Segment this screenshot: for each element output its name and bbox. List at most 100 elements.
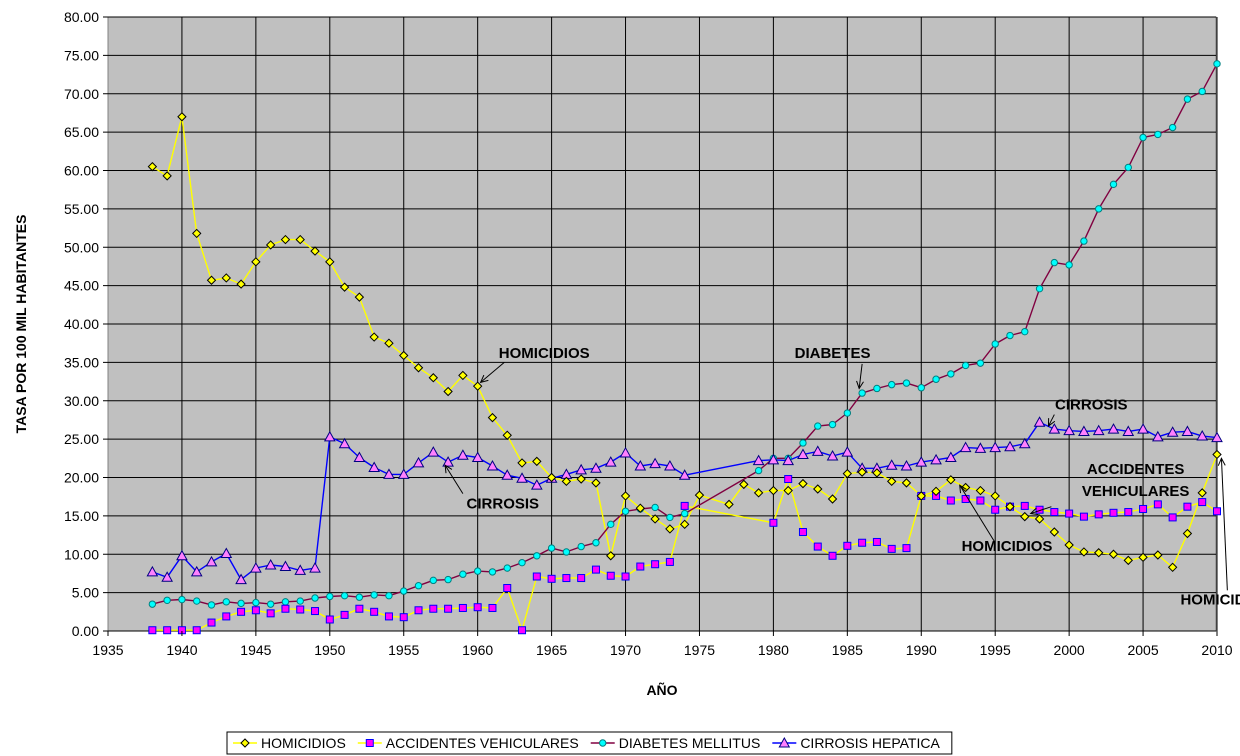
data-point-accidentes-vehiculares [1199, 499, 1206, 506]
data-point-diabetes-mellitus [1140, 134, 1146, 140]
y-tick-label: 55.00 [64, 201, 99, 217]
x-tick-label: 2005 [1127, 642, 1158, 658]
data-point-accidentes-vehiculares [1140, 505, 1147, 512]
data-point-accidentes-vehiculares [149, 627, 156, 634]
x-axis-title: AÑO [646, 681, 677, 698]
data-point-diabetes-mellitus [371, 592, 377, 598]
data-point-accidentes-vehiculares [829, 552, 836, 559]
data-point-diabetes-mellitus [548, 545, 554, 551]
data-point-diabetes-mellitus [1081, 238, 1087, 244]
data-point-diabetes-mellitus [1022, 328, 1028, 334]
data-point-diabetes-mellitus [297, 598, 303, 604]
data-point-diabetes-mellitus [578, 543, 584, 549]
data-point-diabetes-mellitus [253, 599, 259, 605]
data-point-diabetes-mellitus [341, 592, 347, 598]
data-point-accidentes-vehiculares [356, 605, 363, 612]
y-axis-title: TASA POR 100 MIL HABITANTES [13, 215, 29, 434]
x-tick-label: 2000 [1054, 642, 1085, 658]
data-point-accidentes-vehiculares [489, 604, 496, 611]
data-point-diabetes-mellitus [1051, 259, 1057, 265]
y-tick-label: 60.00 [64, 163, 99, 179]
x-tick-label: 1995 [980, 642, 1011, 658]
data-point-accidentes-vehiculares [459, 604, 466, 611]
x-tick-label: 1990 [906, 642, 937, 658]
data-point-diabetes-mellitus [267, 601, 273, 607]
data-point-accidentes-vehiculares [164, 627, 171, 634]
data-point-accidentes-vehiculares [193, 627, 200, 634]
data-point-accidentes-vehiculares [430, 605, 437, 612]
data-point-accidentes-vehiculares [312, 608, 319, 615]
data-point-accidentes-vehiculares [1125, 509, 1132, 516]
data-point-diabetes-mellitus [652, 504, 658, 510]
x-tick-label: 1980 [758, 642, 789, 658]
data-point-diabetes-mellitus [829, 421, 835, 427]
data-point-accidentes-vehiculares [415, 607, 422, 614]
data-point-accidentes-vehiculares [1110, 509, 1117, 516]
data-point-diabetes-mellitus [386, 592, 392, 598]
data-point-diabetes-mellitus [489, 569, 495, 575]
data-point-diabetes-mellitus [327, 593, 333, 599]
data-point-diabetes-mellitus [977, 360, 983, 366]
data-point-diabetes-mellitus [164, 597, 170, 603]
y-tick-label: 20.00 [64, 470, 99, 486]
data-point-diabetes-mellitus [1184, 96, 1190, 102]
data-point-accidentes-vehiculares [977, 497, 984, 504]
annotation-label: VEHICULARES [1082, 483, 1190, 500]
annotation-label: HOMICIDIOS [499, 345, 590, 362]
data-point-diabetes-mellitus [1110, 181, 1116, 187]
data-point-accidentes-vehiculares [607, 572, 614, 579]
annotation-label: CIRROSIS [467, 496, 540, 513]
data-point-diabetes-mellitus [238, 600, 244, 606]
data-point-accidentes-vehiculares [504, 585, 511, 592]
legend-label-diabetes-mellitus: DIABETES MELLITUS [619, 735, 761, 751]
data-point-accidentes-vehiculares [445, 605, 452, 612]
data-point-accidentes-vehiculares [1066, 510, 1073, 517]
data-point-diabetes-mellitus [149, 601, 155, 607]
data-point-diabetes-mellitus [1169, 124, 1175, 130]
annotation-label: DIABETES [795, 345, 871, 362]
x-tick-label: 1940 [166, 642, 197, 658]
data-point-diabetes-mellitus [282, 599, 288, 605]
annotation-label: ACCIDENTES [1087, 461, 1185, 478]
data-point-diabetes-mellitus [918, 385, 924, 391]
data-point-accidentes-vehiculares [947, 497, 954, 504]
x-tick-label: 1970 [610, 642, 641, 658]
data-point-diabetes-mellitus [1066, 262, 1072, 268]
data-point-diabetes-mellitus [1125, 164, 1131, 170]
y-tick-label: 70.00 [64, 86, 99, 102]
x-tick-label: 1985 [832, 642, 863, 658]
data-point-accidentes-vehiculares [814, 543, 821, 550]
data-point-diabetes-mellitus [401, 588, 407, 594]
annotation-label: HOMICIDIOS [1180, 592, 1240, 609]
y-tick-label: 65.00 [64, 124, 99, 140]
data-point-diabetes-mellitus [681, 510, 687, 516]
data-point-accidentes-vehiculares [652, 561, 659, 568]
x-tick-label: 1965 [536, 642, 567, 658]
data-point-diabetes-mellitus [1096, 206, 1102, 212]
data-point-diabetes-mellitus [874, 385, 880, 391]
data-point-diabetes-mellitus [445, 576, 451, 582]
data-point-accidentes-vehiculares [1214, 508, 1221, 515]
data-point-diabetes-mellitus [859, 390, 865, 396]
y-tick-label: 50.00 [64, 239, 99, 255]
data-point-accidentes-vehiculares [1095, 511, 1102, 518]
data-point-accidentes-vehiculares [1080, 513, 1087, 520]
data-point-diabetes-mellitus [622, 508, 628, 514]
data-point-accidentes-vehiculares [474, 604, 481, 611]
data-point-diabetes-mellitus [948, 371, 954, 377]
data-point-diabetes-mellitus [933, 376, 939, 382]
legend-marker-accidentes-vehiculares [366, 740, 373, 747]
y-tick-label: 40.00 [64, 316, 99, 332]
data-point-accidentes-vehiculares [385, 613, 392, 620]
data-point-diabetes-mellitus [430, 577, 436, 583]
data-point-diabetes-mellitus [593, 540, 599, 546]
data-point-diabetes-mellitus [815, 423, 821, 429]
data-point-accidentes-vehiculares [297, 606, 304, 613]
data-point-accidentes-vehiculares [533, 573, 540, 580]
data-point-diabetes-mellitus [1199, 88, 1205, 94]
data-point-accidentes-vehiculares [844, 542, 851, 549]
data-point-diabetes-mellitus [1007, 332, 1013, 338]
data-point-accidentes-vehiculares [1051, 509, 1058, 516]
data-point-accidentes-vehiculares [252, 607, 259, 614]
data-point-accidentes-vehiculares [1169, 514, 1176, 521]
